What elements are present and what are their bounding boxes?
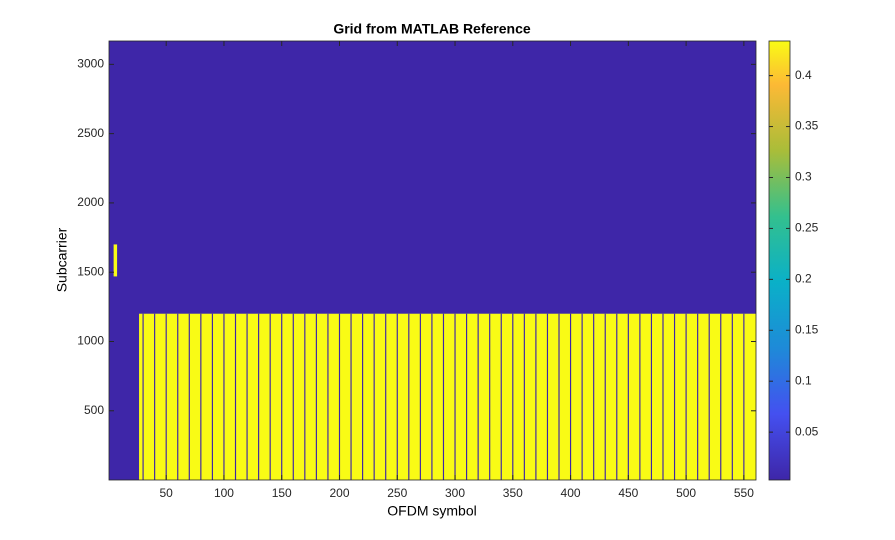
y-tick-label: 3000	[77, 57, 104, 71]
colorbar-tick-label: 0.1	[795, 373, 812, 387]
gap-column	[304, 313, 306, 480]
x-tick-label: 50	[160, 486, 174, 500]
gap-column	[385, 313, 387, 480]
gap-column	[292, 313, 294, 480]
gap-column	[489, 313, 491, 480]
axes-box	[108, 40, 757, 481]
colorbar-tick-label: 0.2	[795, 272, 812, 286]
heatmap-block	[139, 313, 756, 480]
gap-column	[177, 313, 179, 480]
gap-column	[604, 313, 606, 480]
gap-column	[142, 313, 144, 480]
gap-column	[720, 313, 722, 480]
gap-column	[627, 313, 629, 480]
x-tick-label: 550	[734, 486, 754, 500]
y-tick-label: 1000	[77, 334, 104, 348]
gap-column	[743, 313, 745, 480]
x-tick-label: 150	[272, 486, 292, 500]
colorbar-tick-label: 0.05	[795, 424, 819, 438]
gap-column	[258, 313, 260, 480]
x-tick-label: 300	[445, 486, 465, 500]
gap-column	[281, 313, 283, 480]
y-axis-label: Subcarrier	[54, 227, 70, 292]
gap-column	[431, 313, 433, 480]
gap-column	[223, 313, 225, 480]
gap-column	[708, 313, 710, 480]
gap-column	[454, 313, 456, 480]
gap-column	[200, 313, 202, 480]
x-tick-label: 200	[329, 486, 349, 500]
x-tick-label: 500	[676, 486, 696, 500]
colorbar-tick-label: 0.4	[795, 68, 812, 82]
gap-column	[234, 313, 237, 480]
y-tick-label: 500	[84, 403, 104, 417]
gap-column	[650, 313, 653, 480]
gap-column	[512, 313, 514, 480]
chart-title: Grid from MATLAB Reference	[333, 21, 531, 37]
gap-column	[673, 313, 676, 480]
gap-column	[569, 313, 572, 480]
heatmap-block	[113, 244, 118, 277]
gap-column	[546, 313, 549, 480]
gap-column	[466, 313, 468, 480]
gap-column	[154, 313, 156, 480]
gap-column	[327, 313, 329, 480]
gap-column	[442, 313, 445, 480]
gap-column	[188, 313, 190, 480]
gap-column	[396, 313, 398, 480]
colorbar-tick-label: 0.35	[795, 119, 819, 133]
gap-column	[697, 313, 699, 480]
y-tick-label: 1500	[77, 264, 104, 278]
colorbar-tick-label: 0.15	[795, 322, 819, 336]
gap-column	[408, 313, 410, 480]
gap-column	[165, 313, 167, 480]
x-axis-label: OFDM symbol	[387, 503, 476, 519]
gap-column	[269, 313, 271, 480]
y-tick-label: 2000	[77, 195, 104, 209]
gap-column	[731, 313, 733, 480]
y-tick-label: 2500	[77, 126, 104, 140]
gap-column	[535, 313, 537, 480]
x-tick-label: 400	[561, 486, 581, 500]
colorbar-tick-label: 0.25	[795, 221, 819, 235]
gap-column	[373, 313, 375, 480]
gap-column	[350, 313, 352, 480]
x-tick-label: 250	[387, 486, 407, 500]
gap-column	[558, 313, 560, 480]
gap-column	[211, 313, 213, 480]
gap-column	[246, 313, 248, 480]
gap-column	[362, 313, 364, 480]
gap-column	[500, 313, 502, 480]
gap-column	[685, 313, 687, 480]
x-tick-label: 100	[214, 486, 234, 500]
gap-column	[662, 313, 664, 480]
colorbar	[768, 40, 791, 481]
gap-column	[338, 313, 341, 480]
x-tick-label: 450	[618, 486, 638, 500]
gap-column	[523, 313, 525, 480]
gap-column	[639, 313, 641, 480]
gap-column	[593, 313, 595, 480]
gap-column	[616, 313, 618, 480]
gap-column	[419, 313, 421, 480]
x-tick-label: 350	[503, 486, 523, 500]
gap-column	[315, 313, 317, 480]
colorbar-tick-label: 0.3	[795, 170, 812, 184]
gap-column	[477, 313, 479, 480]
gap-column	[581, 313, 583, 480]
